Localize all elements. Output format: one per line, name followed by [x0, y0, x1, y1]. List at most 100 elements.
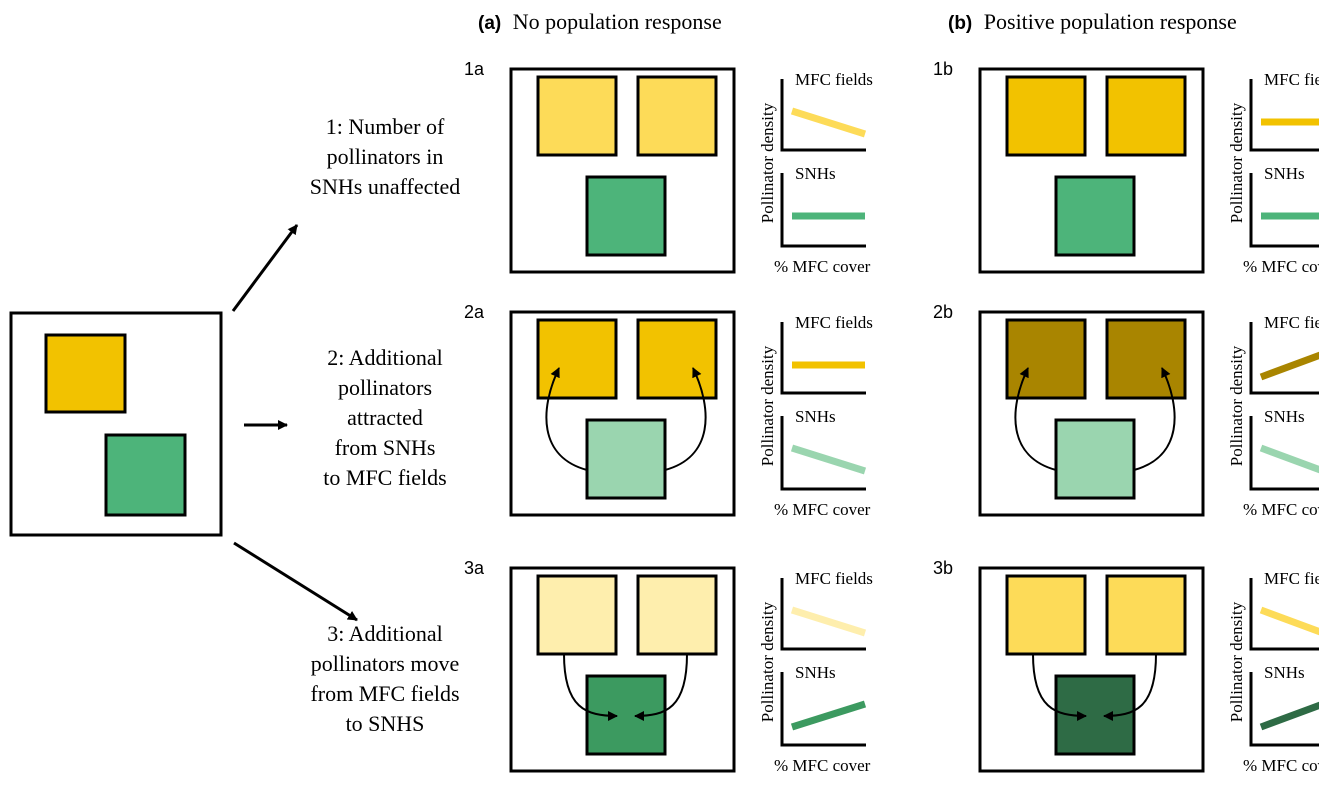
- panel-label: 1a: [464, 59, 485, 79]
- y-axis-label: Pollinator density: [758, 345, 777, 466]
- graph-title: MFC fields: [795, 70, 873, 89]
- graph-mfc-fields: MFC fields: [1249, 70, 1319, 152]
- header-b-letter: (b): [948, 13, 972, 34]
- scenario-label-line: from MFC fields: [310, 681, 459, 706]
- movement-arrow-from-left-field: [1032, 653, 1087, 721]
- x-axis-label: % MFC cover: [774, 756, 871, 775]
- mfc-field-left: [536, 318, 618, 400]
- graph-snhs: SNHs: [1249, 164, 1319, 248]
- mfc-field-left: [1005, 75, 1087, 157]
- trend-line: [1259, 444, 1319, 474]
- movement-arrow-from-right-field: [634, 653, 688, 721]
- start-landscape: [9, 311, 223, 537]
- graph-title: SNHs: [1264, 407, 1305, 426]
- movement-arrow-from-left-field: [563, 653, 618, 721]
- graph-mfc-fields: MFC fields: [1249, 569, 1319, 651]
- trend-line: [1259, 606, 1319, 636]
- mfc-field-right: [636, 574, 718, 656]
- snh-habitat: [1054, 418, 1136, 500]
- graph-title: SNHs: [1264, 663, 1305, 682]
- panel-label: 3a: [464, 558, 485, 578]
- mfc-field-right: [1105, 75, 1187, 157]
- scenario-label-line: 2: Additional: [327, 345, 443, 370]
- graph-axes: [1249, 79, 1319, 152]
- scenario-labels: 1: Number of pollinators in SNHs unaffecte…: [310, 114, 461, 736]
- mfc-field-left: [1005, 574, 1087, 656]
- header-a: (a) No population response: [478, 9, 722, 34]
- mfc-field-right: [1105, 574, 1187, 656]
- panel-2a: 2a MFC fields SNHs Pollinator density % MFC …: [464, 302, 873, 519]
- panel-2b: 2b MFC fields SNHs Pollinator density % MFC …: [933, 302, 1319, 519]
- trend-line: [790, 700, 867, 731]
- graph-axes: [780, 672, 866, 747]
- panel-label: 2b: [933, 302, 953, 322]
- graph-mfc-fields: MFC fields: [780, 70, 873, 152]
- graph-axes: [1249, 578, 1319, 651]
- graph-title: MFC fields: [795, 313, 873, 332]
- graph-snhs: SNHs: [780, 164, 866, 248]
- start-mfc-field: [44, 333, 127, 414]
- graph-axes: [780, 173, 866, 248]
- header-a-text: No population response: [513, 9, 722, 34]
- x-axis-label: % MFC cover: [1243, 257, 1319, 276]
- scenario-label-line: 1: Number of: [326, 114, 445, 139]
- x-axis-label: % MFC cover: [1243, 756, 1319, 775]
- graph-title: SNHs: [1264, 164, 1305, 183]
- scenario-label-2: 2: Additional pollinators attracted from SN…: [323, 345, 446, 490]
- trend-line: [790, 107, 867, 138]
- panel-1a: 1a MFC fields SNHs Pollinator density % MFC …: [464, 59, 873, 276]
- snh-habitat: [585, 175, 667, 257]
- scenario-label-line: pollinators: [338, 375, 432, 400]
- y-axis-label: Pollinator density: [1227, 345, 1246, 466]
- scenario-label-line: attracted: [347, 405, 423, 430]
- graph-axes: [1249, 672, 1319, 747]
- graph-mfc-fields: MFC fields: [1249, 313, 1319, 395]
- panel-3a: 3a MFC fields SNHs Pollinator density % MFC …: [464, 558, 873, 775]
- panel-3b: 3b MFC fields SNHs Pollinator density % MFC …: [933, 558, 1319, 775]
- graph-axes: [1249, 322, 1319, 395]
- graph-mfc-fields: MFC fields: [780, 313, 873, 395]
- trend-line: [1259, 351, 1319, 381]
- scenario-label-line: pollinators in: [327, 144, 444, 169]
- x-axis-label: % MFC cover: [1243, 500, 1319, 519]
- graph-axes: [1249, 173, 1319, 248]
- panel-1b: 1b MFC fields SNHs Pollinator density % MFC …: [933, 59, 1319, 276]
- scenario-label-3: 3: Additional pollinators move from MFC fi…: [310, 621, 459, 736]
- y-axis-label: Pollinator density: [1227, 102, 1246, 223]
- scenario-label-line: to MFC fields: [323, 465, 446, 490]
- graph-title: MFC fields: [1264, 313, 1319, 332]
- scenario-arrow-3: [233, 541, 358, 622]
- mfc-field-left: [536, 75, 618, 157]
- graph-title: MFC fields: [1264, 569, 1319, 588]
- panel-label: 1b: [933, 59, 953, 79]
- header-b: (b) Positive population response: [948, 9, 1237, 34]
- x-axis-label: % MFC cover: [774, 257, 871, 276]
- panel-label: 2a: [464, 302, 485, 322]
- graph-title: MFC fields: [795, 569, 873, 588]
- movement-arrow-to-right-field: [1133, 367, 1176, 471]
- mfc-field-right: [1105, 318, 1187, 400]
- y-axis-label: Pollinator density: [758, 601, 777, 722]
- graph-snhs: SNHs: [1249, 407, 1319, 491]
- trend-line: [790, 606, 867, 637]
- movement-arrow-from-right-field: [1103, 653, 1157, 721]
- graph-axes: [780, 322, 866, 395]
- header-b-text: Positive population response: [984, 9, 1237, 34]
- y-axis-label: Pollinator density: [1227, 601, 1246, 722]
- mfc-field-left: [536, 574, 618, 656]
- scenario-arrows: [231, 224, 358, 622]
- scenario-label-line: SNHs unaffected: [310, 174, 461, 199]
- scenario-label-1: 1: Number of pollinators in SNHs unaffecte…: [310, 114, 461, 199]
- scenario-label-line: to SNHS: [346, 711, 425, 736]
- movement-arrow-to-left-field: [1014, 367, 1057, 471]
- graph-title: SNHs: [795, 663, 836, 682]
- mfc-field-left: [1005, 318, 1087, 400]
- graph-snhs: SNHs: [1249, 663, 1319, 747]
- mfc-field-right: [636, 75, 718, 157]
- scenario-arrow-1: [231, 224, 299, 312]
- graph-axes: [780, 79, 866, 152]
- trend-line: [1259, 701, 1319, 731]
- graph-axes: [780, 416, 866, 491]
- scenario-panels: 1a MFC fields SNHs Pollinator density % MFC …: [464, 59, 1319, 775]
- graph-mfc-fields: MFC fields: [780, 569, 873, 651]
